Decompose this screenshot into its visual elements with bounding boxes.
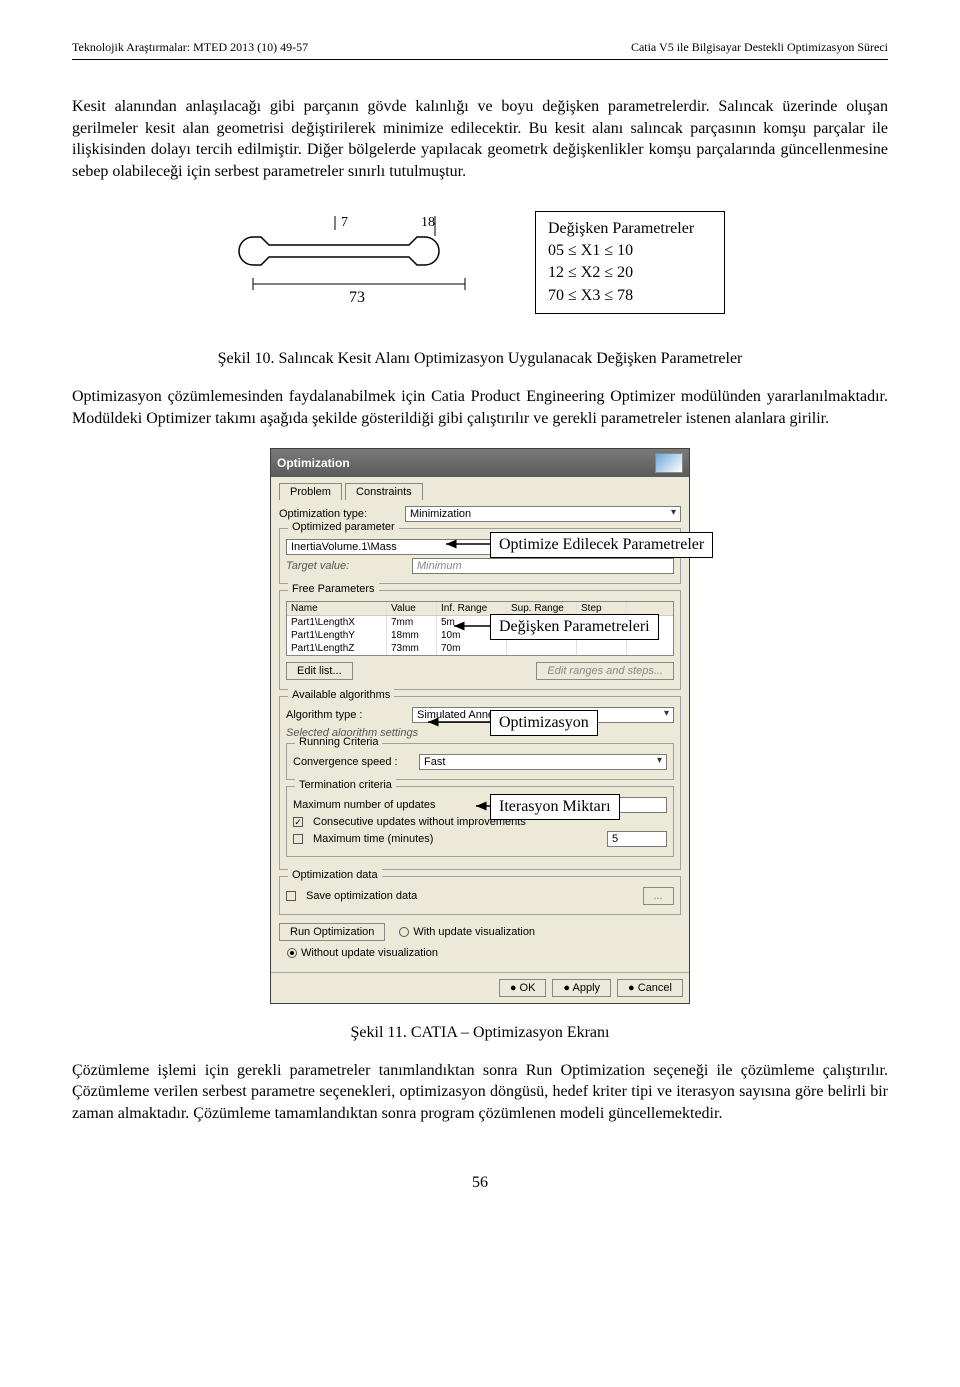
- figure-10-caption: Şekil 10. Salıncak Kesit Alanı Optimizas…: [72, 350, 888, 368]
- save-opt-checkbox[interactable]: [286, 891, 296, 901]
- parameter-box: Değişken Parametreler 05 ≤ X1 ≤ 10 12 ≤ …: [535, 211, 725, 315]
- consec-checkbox[interactable]: [293, 817, 303, 827]
- cross-section-diagram: 7 18 73: [235, 202, 495, 322]
- col-name: Name: [287, 602, 387, 615]
- apply-button[interactable]: ● Apply: [552, 979, 611, 997]
- paragraph-1: Kesit alanından anlaşılacağı gibi parçan…: [72, 96, 888, 182]
- conv-speed-label: Convergence speed :: [293, 756, 413, 768]
- dim-18: 18: [421, 215, 435, 230]
- col-value: Value: [387, 602, 437, 615]
- figure-11-caption: Şekil 11. CATIA – Optimizasyon Ekranı: [72, 1024, 888, 1042]
- callout-optimization: Optimizasyon: [490, 710, 598, 736]
- without-vis-label: Without update visualization: [301, 947, 438, 959]
- edit-list-button[interactable]: Edit list...: [286, 662, 353, 680]
- dialog-titlebar: Optimization: [271, 449, 689, 477]
- opt-type-label: Optimization type:: [279, 508, 399, 520]
- callout-optimize-params: Optimize Edilecek Parametreler: [490, 532, 713, 558]
- maxtime-label: Maximum time (minutes): [313, 833, 601, 845]
- edit-ranges-button[interactable]: Edit ranges and steps...: [536, 662, 674, 680]
- dialog-title-text: Optimization: [277, 456, 350, 470]
- opt-data-group: Optimization data: [288, 869, 382, 881]
- algo-type-label: Algorithm type :: [286, 709, 406, 721]
- without-vis-radio[interactable]: [287, 948, 297, 958]
- param-title: Değişken Parametreler: [548, 218, 712, 240]
- free-params-group: Free Parameters: [288, 583, 379, 595]
- with-vis-label: With update visualization: [413, 926, 535, 938]
- page-number: 56: [72, 1174, 888, 1192]
- tab-constraints[interactable]: Constraints: [345, 483, 423, 500]
- dim-7: 7: [341, 215, 348, 230]
- save-opt-browse-button[interactable]: ...: [643, 887, 674, 905]
- termination-group: Termination criteria: [295, 779, 396, 791]
- conv-speed-select[interactable]: Fast: [419, 754, 667, 770]
- optimized-param-group: Optimized parameter: [288, 521, 399, 533]
- maxtime-checkbox[interactable]: [293, 834, 303, 844]
- target-value-label: Target value:: [286, 560, 406, 572]
- header-left: Teknolojik Araştırmalar: MTED 2013 (10) …: [72, 40, 308, 55]
- param-line-2: 12 ≤ X2 ≤ 20: [548, 262, 712, 284]
- opt-type-select[interactable]: Minimization: [405, 506, 681, 522]
- algorithms-group: Available algorithms: [288, 689, 394, 701]
- param-line-1: 05 ≤ X1 ≤ 10: [548, 240, 712, 262]
- maxtime-field[interactable]: 5: [607, 831, 667, 847]
- running-criteria-group: Running Criteria: [295, 736, 382, 748]
- with-vis-radio[interactable]: [399, 927, 409, 937]
- ok-button[interactable]: ● OK: [499, 979, 547, 997]
- dim-73: 73: [349, 289, 365, 306]
- cancel-button[interactable]: ● Cancel: [617, 979, 683, 997]
- page-header: Teknolojik Araştırmalar: MTED 2013 (10) …: [72, 40, 888, 60]
- target-value-field[interactable]: Minimum: [412, 558, 674, 574]
- param-line-3: 70 ≤ X3 ≤ 78: [548, 285, 712, 307]
- paragraph-3: Çözümleme işlemi için gerekli parametrel…: [72, 1060, 888, 1125]
- table-row[interactable]: Part1\LengthZ 73mm 70m: [287, 642, 673, 655]
- dialog-logo-icon: [655, 453, 683, 473]
- callout-iteration: Iterasyon Miktarı: [490, 794, 620, 820]
- tab-problem[interactable]: Problem: [279, 483, 342, 500]
- run-optimization-button[interactable]: Run Optimization: [279, 923, 385, 941]
- paragraph-2: Optimizasyon çözümlemesinden faydalanabi…: [72, 386, 888, 429]
- callout-variable-params: Değişken Parametreleri: [490, 614, 659, 640]
- figure-10-row: 7 18 73 Değişken Parametreler 05 ≤ X1 ≤ …: [72, 202, 888, 322]
- header-right: Catia V5 ile Bilgisayar Destekli Optimiz…: [631, 40, 888, 55]
- save-opt-label: Save optimization data: [306, 890, 637, 902]
